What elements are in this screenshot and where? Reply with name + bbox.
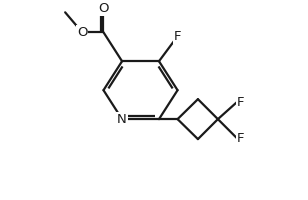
Text: F: F xyxy=(174,30,181,43)
Text: F: F xyxy=(237,132,244,145)
Text: O: O xyxy=(98,2,109,15)
Text: F: F xyxy=(237,96,244,109)
Text: N: N xyxy=(117,113,127,126)
Text: O: O xyxy=(77,26,87,39)
